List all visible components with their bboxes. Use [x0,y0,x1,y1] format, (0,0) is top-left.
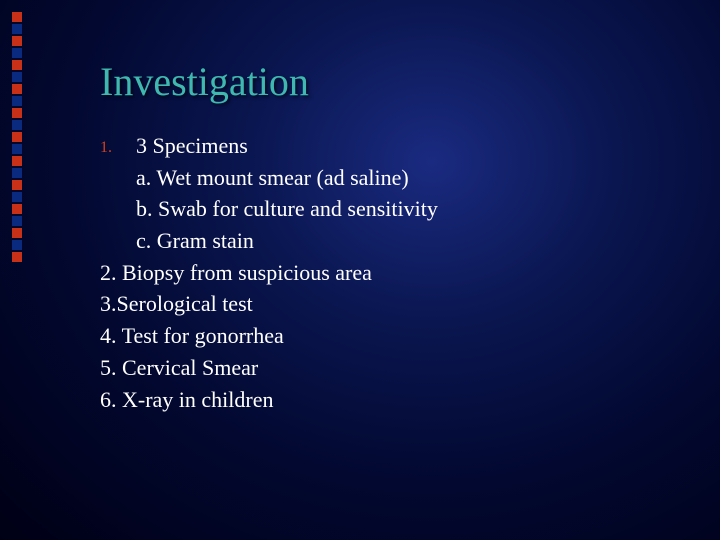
slide-body: 1. 3 Specimens a. Wet mount smear (ad sa… [100,131,680,414]
bullet-square [12,192,22,202]
bullet-square [12,72,22,82]
bullet-square [12,228,22,238]
bullet-square [12,36,22,46]
bullet-square [12,96,22,106]
list-item-5: 5. Cervical Smear [100,353,680,383]
bullet-square [12,24,22,34]
bullet-square [12,156,22,166]
bullet-square [12,48,22,58]
list-item-2: 2. Biopsy from suspicious area [100,258,680,288]
bullet-square [12,144,22,154]
bullet-square [12,12,22,22]
bullet-square [12,252,22,262]
list-marker-1: 1. [100,131,136,161]
sub-item-c: c. Gram stain [136,226,680,256]
sub-item-b: b. Swab for culture and sensitivity [136,194,680,224]
list-text-1: 3 Specimens [136,131,680,161]
bullet-square [12,240,22,250]
decorative-bullet-strip [12,12,22,262]
bullet-square [12,108,22,118]
bullet-square [12,132,22,142]
bullet-square [12,168,22,178]
slide-content: Investigation 1. 3 Specimens a. Wet moun… [100,58,680,416]
sub-item-a: a. Wet mount smear (ad saline) [136,163,680,193]
list-item-1: 1. 3 Specimens [100,131,680,161]
list-item-3: 3.Serological test [100,289,680,319]
bullet-square [12,216,22,226]
bullet-square [12,60,22,70]
bullet-square [12,120,22,130]
list-item-4: 4. Test for gonorrhea [100,321,680,351]
bullet-square [12,180,22,190]
slide-title: Investigation [100,58,680,105]
bullet-square [12,84,22,94]
list-item-6: 6. X-ray in children [100,385,680,415]
bullet-square [12,204,22,214]
